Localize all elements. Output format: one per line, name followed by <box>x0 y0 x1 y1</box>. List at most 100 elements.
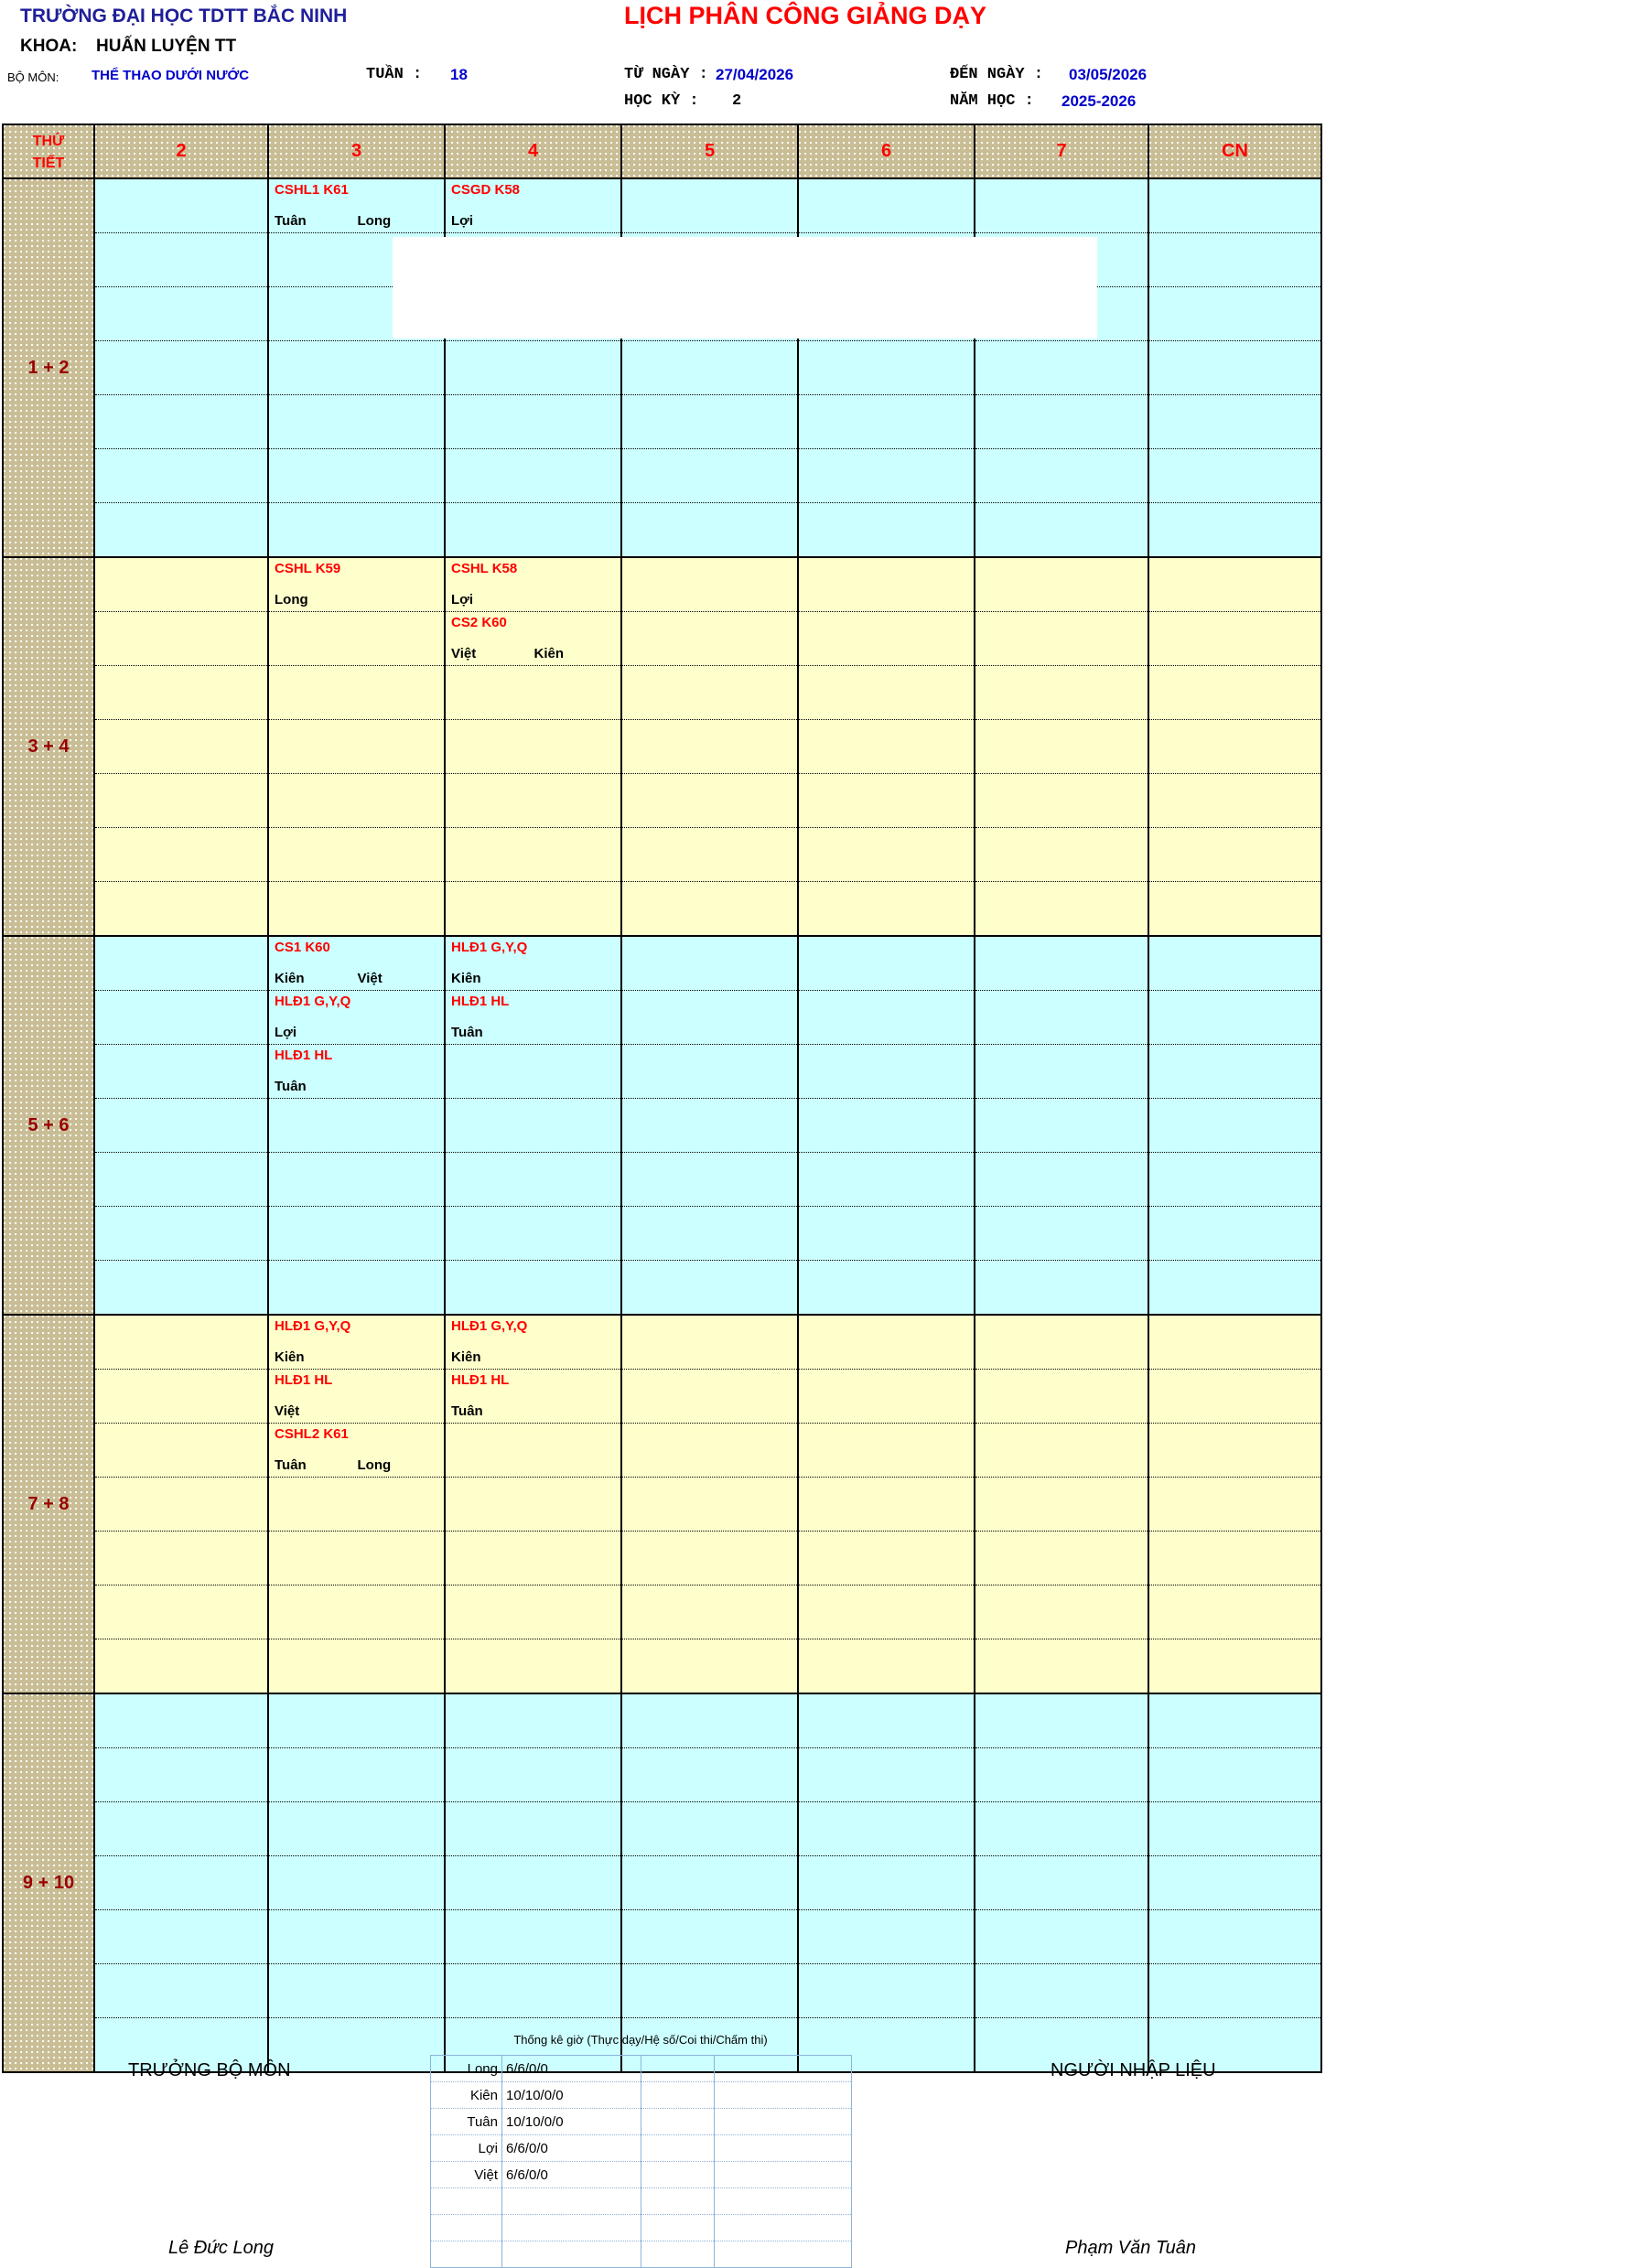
stats-row: Kiên 10/10/0/0 <box>430 2081 852 2109</box>
page-title: LỊCH PHÂN CÔNG GIẢNG DẠY <box>623 2 986 29</box>
schedule-cell <box>620 1260 798 1315</box>
schedule-cell <box>93 773 268 828</box>
schedule-cell <box>444 1585 621 1639</box>
schedule-cell <box>93 719 268 774</box>
schedule-cell: HLĐ1 G,Y,Q Kiên <box>267 1314 445 1370</box>
schedule-cell <box>797 773 975 828</box>
teacher-names: Tuân <box>451 1403 483 1419</box>
stats-hours-value: 10/10/0/0 <box>501 2081 641 2109</box>
schedule-cell <box>444 340 621 395</box>
schedule-cell <box>93 990 268 1045</box>
schedule-cell <box>93 1855 268 1910</box>
schedule-cell <box>974 719 1148 774</box>
schedule-cell <box>797 611 975 666</box>
schedule-cell <box>1148 286 1321 341</box>
schedule-cell <box>93 1585 268 1639</box>
schedule-cell <box>974 1963 1148 2018</box>
schedule-cell <box>1148 232 1321 287</box>
schedule-cell <box>93 665 268 720</box>
course-code: HLĐ1 HL <box>275 1048 333 1063</box>
corner-header: THỨ TIẾT <box>2 124 95 179</box>
schedule-cell <box>93 1693 268 1748</box>
schedule-cell <box>620 881 798 936</box>
schedule-cell <box>444 719 621 774</box>
schedule-cell <box>620 177 798 233</box>
schedule-cell <box>797 1314 975 1370</box>
schedule-cell <box>620 719 798 774</box>
schedule-cell <box>1148 1963 1321 2018</box>
schedule-cell <box>974 340 1148 395</box>
schedule-cell <box>1148 448 1321 503</box>
schedule-table: THỨ TIẾT 2 3 4 5 6 7 CN 1 + 2 CSHL1 K61 Tu… <box>2 124 1322 2073</box>
department-label: BỘ MÔN: <box>7 70 59 84</box>
school-name: TRƯỜNG ĐẠI HỌC TDTT BẮC NINH <box>20 5 348 27</box>
schedule-cell <box>620 1314 798 1370</box>
schedule-cell <box>620 1585 798 1639</box>
stats-row: Tuân 10/10/0/0 <box>430 2108 852 2135</box>
semester-value: 2 <box>732 92 742 110</box>
schedule-cell <box>1148 1801 1321 1856</box>
schedule-cell <box>267 1639 445 1693</box>
schedule-cell <box>620 1639 798 1693</box>
day-header-3: 3 <box>267 124 446 179</box>
stats-hours-value: 10/10/0/0 <box>501 2108 641 2135</box>
semester-label: HỌC KỲ : <box>624 92 699 110</box>
schedule-cell <box>1148 881 1321 936</box>
schedule-cell <box>444 502 621 557</box>
schedule-cell <box>797 1963 975 2018</box>
schedule-cell <box>797 827 975 882</box>
schedule-cell <box>620 1044 798 1099</box>
period-label: 3 + 4 <box>2 556 94 936</box>
schedule-cell <box>974 1369 1148 1424</box>
teacher-names: Lợi <box>451 592 473 607</box>
day-header-cn: CN <box>1148 124 1322 179</box>
schedule-cell <box>974 773 1148 828</box>
schedule-cell <box>620 935 798 991</box>
schedule-cell <box>444 1909 621 1964</box>
schedule-cell <box>93 1639 268 1693</box>
hours-statistics-table: Long 6/6/0/0 Kiên 10/10/0/0 Tuân 10/10/0/0 Lợi… <box>430 2055 852 2268</box>
schedule-cell <box>93 1206 268 1261</box>
schedule-cell <box>267 448 445 503</box>
period-label: 7 + 8 <box>2 1314 94 1693</box>
schedule-cell <box>93 827 268 882</box>
schedule-cell <box>444 1098 621 1153</box>
schedule-cell <box>974 1098 1148 1153</box>
schedule-cell <box>797 1585 975 1639</box>
schedule-cell <box>974 1206 1148 1261</box>
data-entry-person-signature: Phạm Văn Tuân <box>1065 2238 1197 2258</box>
schedule-cell <box>444 1477 621 1532</box>
schedule-cell <box>620 394 798 449</box>
schedule-cell: HLĐ1 HL Tuân <box>267 1044 445 1099</box>
schedule-cell <box>1148 773 1321 828</box>
schedule-cell <box>267 1531 445 1585</box>
schedule-cell <box>620 1531 798 1585</box>
day-header-row: THỨ TIẾT 2 3 4 5 6 7 CN <box>2 124 1322 179</box>
data-entry-person-title: NGƯỜI NHẬP LIỆU <box>1051 2060 1216 2080</box>
schedule-cell <box>620 448 798 503</box>
schedule-cell <box>267 1855 445 1910</box>
white-overlay-patch <box>393 237 1097 339</box>
department-value: THỂ THAO DƯỚI NƯỚC <box>92 68 250 83</box>
to-date-label: ĐẾN NGÀY : <box>950 66 1044 83</box>
schedule-cell <box>444 773 621 828</box>
day-header-7: 7 <box>974 124 1149 179</box>
schedule-cell <box>93 1531 268 1585</box>
course-code: HLĐ1 HL <box>275 1372 333 1388</box>
schedule-cell: CSGD K58 Lợi <box>444 177 621 233</box>
schedule-cell <box>620 1963 798 2018</box>
schedule-cell <box>93 1098 268 1153</box>
schedule-cell <box>93 2017 268 2072</box>
schedule-cell <box>620 773 798 828</box>
schedule-cell <box>93 340 268 395</box>
schedule-cell <box>620 556 798 612</box>
schedule-cell <box>267 1747 445 1802</box>
schedule-cell <box>974 1314 1148 1370</box>
schedule-cell <box>93 177 268 233</box>
schedule-cell <box>620 1098 798 1153</box>
schedule-cell <box>93 1369 268 1424</box>
schedule-cell: HLĐ1 HL Tuân <box>444 990 621 1045</box>
schedule-cell <box>1148 665 1321 720</box>
head-of-department-signature: Lê Đức Long <box>168 2238 274 2258</box>
course-code: HLĐ1 G,Y,Q <box>451 940 528 955</box>
